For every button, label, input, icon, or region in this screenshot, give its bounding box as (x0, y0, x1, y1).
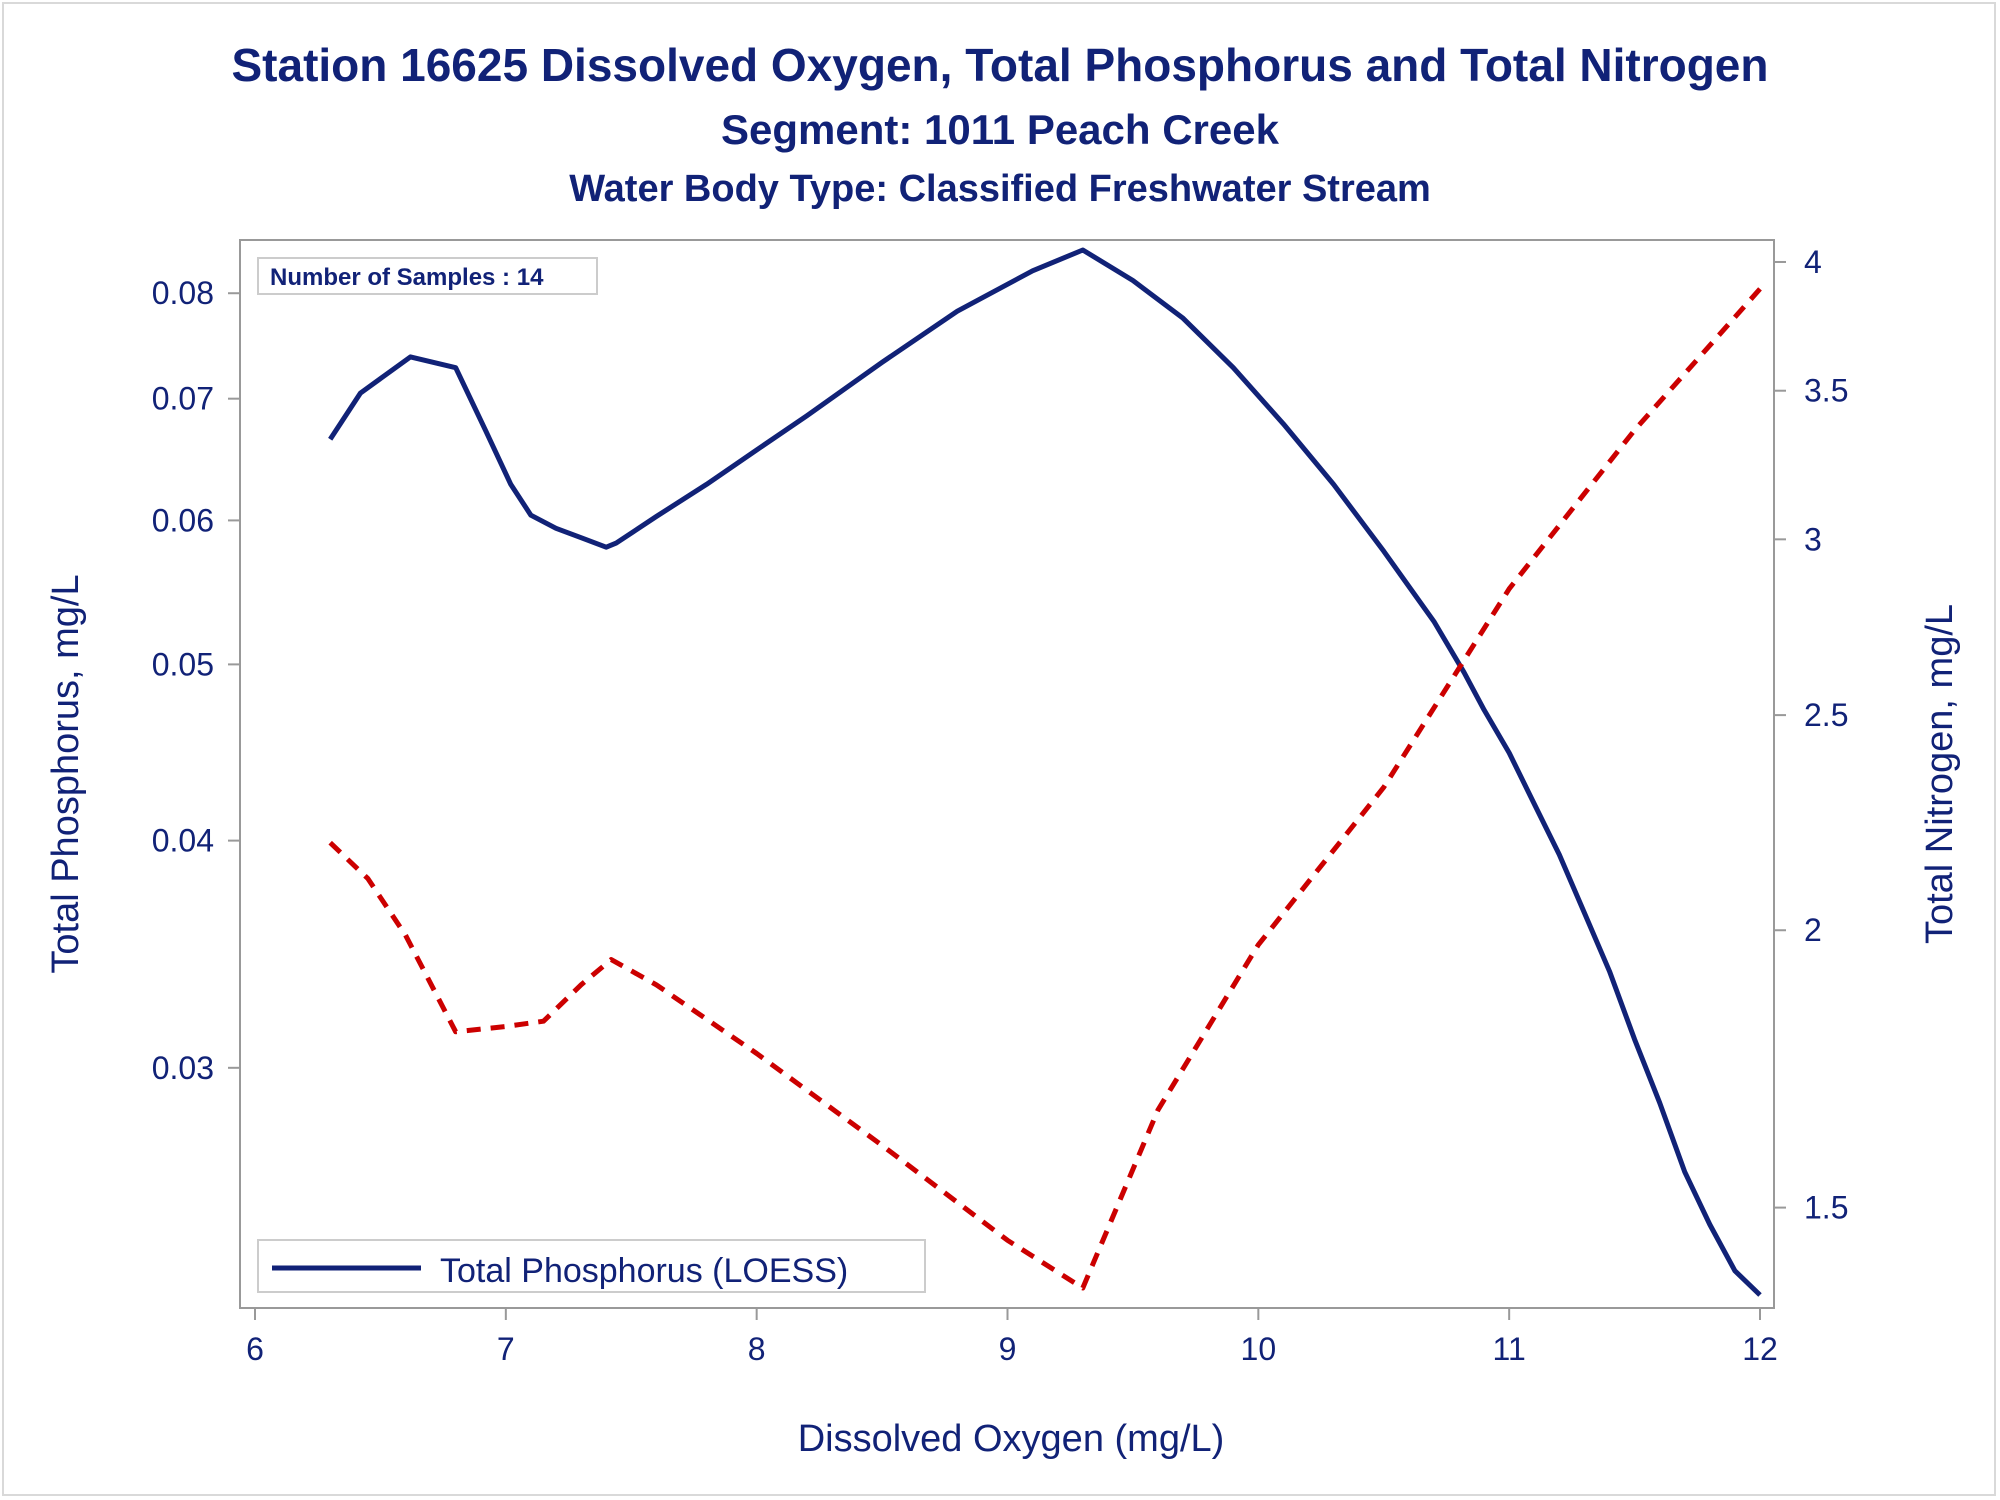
x-axis-label: Dissolved Oxygen (mg/L) (798, 1418, 1225, 1460)
x-tick-label: 7 (497, 1331, 515, 1367)
x-tick-label: 6 (246, 1331, 264, 1367)
y-axis-label-left: Total Phosphorus, mg/L (45, 574, 87, 973)
y-tick-label-right: 3 (1804, 521, 1822, 557)
x-tick-label: 11 (1493, 1331, 1526, 1367)
chart-svg: 6 7 8 9 10 11 12 0.03 0.04 0.05 0.06 0.07 0.08 1.5 2 2.… (0, 0, 2000, 1500)
y-tick-label-left: 0.04 (152, 823, 214, 859)
x-tick-label: 10 (1241, 1331, 1277, 1367)
x-tick-label: 8 (748, 1331, 766, 1367)
series-line-total-phosphorus (330, 250, 1760, 1295)
y-tick-label-right: 2.5 (1804, 697, 1848, 733)
y-tick-label-left: 0.03 (152, 1050, 214, 1086)
y-tick-label-right: 2 (1804, 912, 1822, 948)
x-tick-label: 9 (999, 1331, 1017, 1367)
y-axis-label-right: Total Nitrogen, mg/L (1919, 604, 1961, 944)
y-tick-label-left: 0.08 (152, 275, 214, 311)
legend-label-total-phosphorus: Total Phosphorus (LOESS) (440, 1252, 848, 1290)
sample-count-label: Number of Samples : 14 (270, 264, 544, 291)
x-tick-label: 12 (1742, 1331, 1778, 1367)
y-tick-label-right: 3.5 (1804, 373, 1848, 409)
y-tick-label-left: 0.07 (152, 381, 214, 417)
y-tick-label-left: 0.06 (152, 502, 214, 538)
y-tick-label-left: 0.05 (152, 646, 214, 682)
y-tick-label-right: 4 (1804, 244, 1822, 280)
y-tick-label-right: 1.5 (1804, 1190, 1848, 1226)
series-line-total-nitrogen (330, 289, 1760, 1288)
